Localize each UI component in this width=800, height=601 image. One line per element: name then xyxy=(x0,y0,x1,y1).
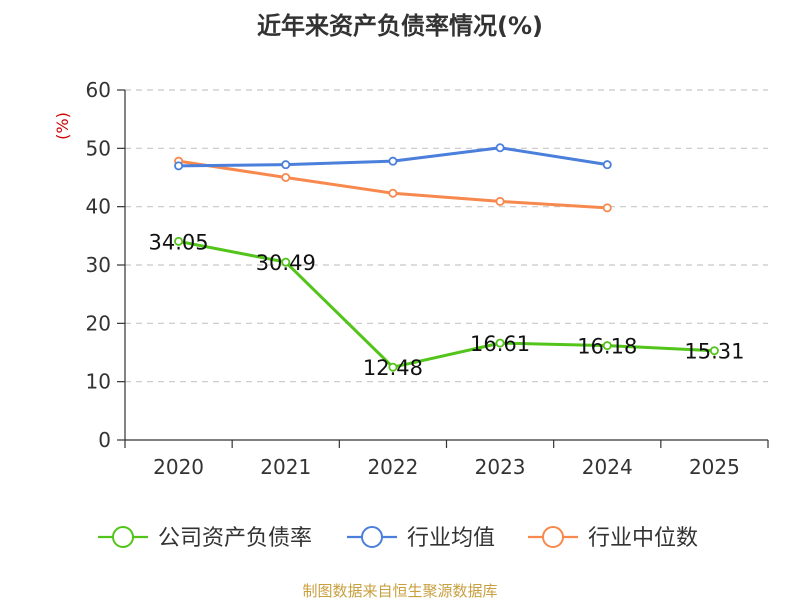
data-point xyxy=(602,160,612,170)
legend-item-0[interactable]: 公司资产负债率 xyxy=(98,526,312,551)
y-tick-label: 10 xyxy=(86,370,111,394)
y-tick-label: 60 xyxy=(86,78,111,102)
axes: 0 10 20 30 40 50 60 2020 2021 2022 2023 2024 2025 xyxy=(86,78,769,479)
data-point xyxy=(388,156,398,166)
y-tick-label: 0 xyxy=(98,428,111,452)
data-label: 34.05 xyxy=(149,230,209,254)
data-label: 12.48 xyxy=(363,356,423,380)
legend-item-1[interactable]: 行业均值 xyxy=(347,526,495,551)
series-1 xyxy=(174,143,612,171)
legend-label: 行业中位数 xyxy=(588,526,698,551)
x-tick-label: 2023 xyxy=(475,455,526,479)
data-point xyxy=(281,172,291,182)
legend-label: 公司资产负债率 xyxy=(158,526,312,551)
legend-item-2[interactable]: 行业中位数 xyxy=(528,526,698,551)
y-tick-label: 50 xyxy=(86,136,111,160)
data-label: 30.49 xyxy=(256,251,316,275)
legend-marker xyxy=(542,526,564,548)
data-point xyxy=(495,143,505,153)
legend-label: 行业均值 xyxy=(407,526,495,551)
x-tick-label: 2024 xyxy=(582,455,633,479)
data-label: 15.31 xyxy=(684,340,744,364)
y-tick-label: 30 xyxy=(86,253,111,277)
x-tick-label: 2025 xyxy=(689,455,740,479)
legend: 公司资产负债率 行业均值 行业中位数 xyxy=(98,526,698,551)
data-point xyxy=(281,257,291,267)
data-point xyxy=(602,203,612,213)
y-tick-label: 40 xyxy=(86,195,111,219)
data-point xyxy=(388,362,398,372)
legend-marker xyxy=(361,526,383,548)
data-point xyxy=(281,160,291,170)
x-tick-label: 2020 xyxy=(153,455,204,479)
x-tick-label: 2021 xyxy=(260,455,311,479)
source-note: 制图数据来自恒生聚源数据库 xyxy=(302,582,498,600)
chart-title: 近年来资产负债率情况(%) xyxy=(257,12,543,40)
grid-lines xyxy=(125,89,768,383)
legend-marker xyxy=(112,526,134,548)
y-tick-label: 20 xyxy=(86,311,111,335)
data-point xyxy=(709,346,719,356)
x-tick-label: 2022 xyxy=(367,455,418,479)
series-line xyxy=(178,239,715,369)
series-0 xyxy=(174,236,719,372)
data-point xyxy=(495,196,505,206)
series-line xyxy=(178,159,608,210)
series xyxy=(174,143,719,372)
data-label: 16.61 xyxy=(470,332,530,356)
data-point xyxy=(602,341,612,351)
data-point xyxy=(174,236,184,246)
data-point xyxy=(495,338,505,348)
data-point xyxy=(174,161,184,171)
data-labels: 34.05 30.49 12.48 16.61 16.18 15.31 xyxy=(149,230,745,380)
y-axis-unit-label: (%) xyxy=(53,112,72,140)
series-2 xyxy=(174,156,612,213)
data-point xyxy=(388,188,398,198)
data-label: 16.18 xyxy=(577,335,637,359)
